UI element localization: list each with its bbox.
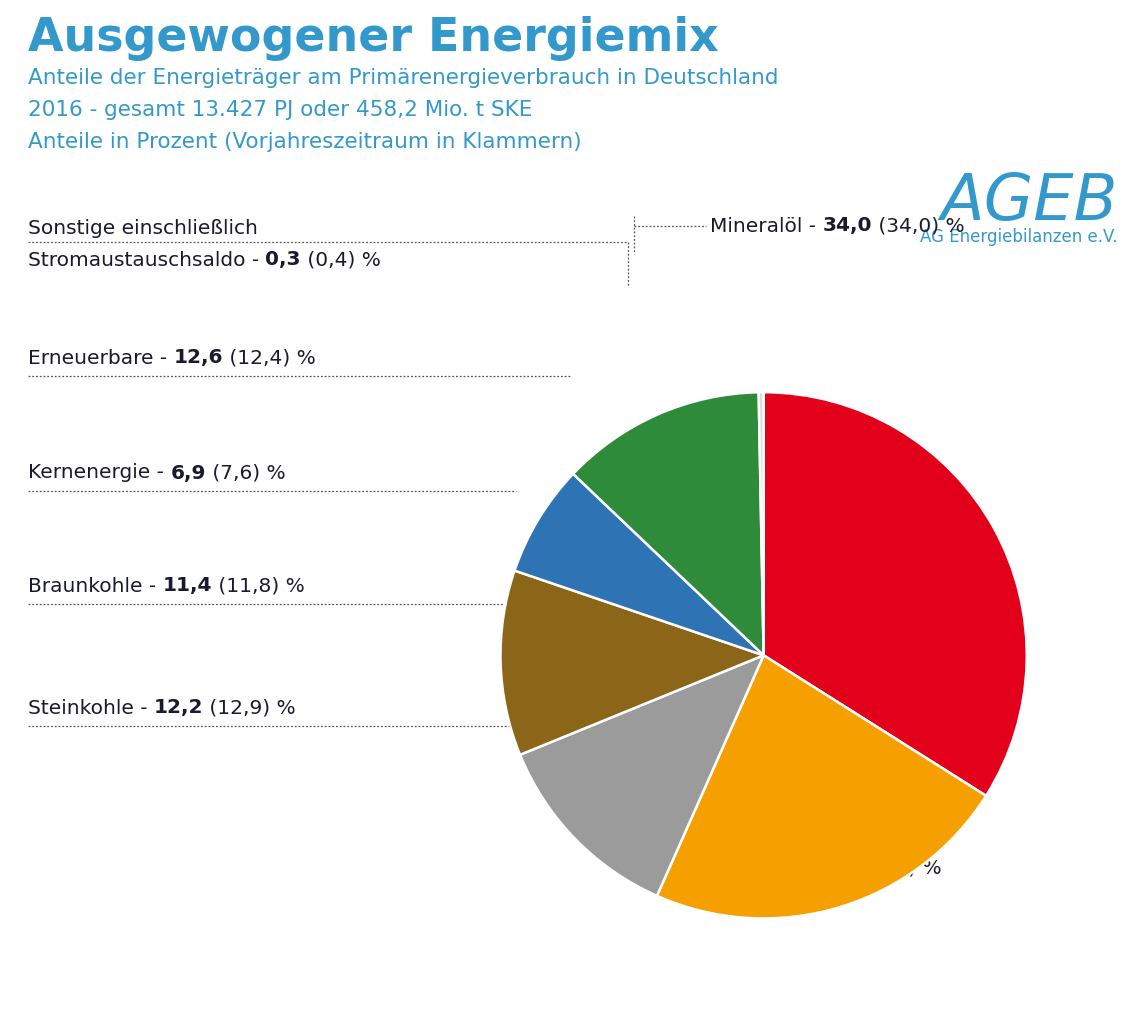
- Wedge shape: [763, 392, 1026, 796]
- Text: AG Energiebilanzen e.V.: AG Energiebilanzen e.V.: [921, 228, 1118, 246]
- Text: Anteile in Prozent (Vorjahreszeitraum in Klammern): Anteile in Prozent (Vorjahreszeitraum in…: [27, 132, 581, 152]
- Text: Sonstige einschließlich: Sonstige einschließlich: [27, 218, 257, 238]
- Text: (0,4) %: (0,4) %: [301, 251, 381, 269]
- Text: AGEB: AGEB: [940, 171, 1118, 233]
- Text: Steinkohle -: Steinkohle -: [27, 699, 154, 717]
- Text: 2016 - gesamt 13.427 PJ oder 458,2 Mio. t SKE: 2016 - gesamt 13.427 PJ oder 458,2 Mio. …: [27, 100, 532, 120]
- Wedge shape: [501, 571, 764, 755]
- Text: 6,9: 6,9: [170, 463, 206, 483]
- Text: (7,6) %: (7,6) %: [206, 463, 285, 483]
- Text: Mineralöl -: Mineralöl -: [710, 216, 823, 236]
- Wedge shape: [657, 655, 986, 918]
- Text: (11,8) %: (11,8) %: [212, 576, 304, 595]
- Wedge shape: [573, 392, 764, 655]
- Text: 11,4: 11,4: [162, 576, 212, 595]
- Text: Braunkohle -: Braunkohle -: [27, 576, 162, 595]
- Wedge shape: [758, 392, 764, 655]
- Text: Ausgewogener Energiemix: Ausgewogener Energiemix: [27, 16, 718, 61]
- Text: 22,7: 22,7: [800, 859, 849, 878]
- Text: Erneuerbare -: Erneuerbare -: [27, 348, 174, 368]
- Text: Anteile der Energieträger am Primärenergieverbrauch in Deutschland: Anteile der Energieträger am Primärenerg…: [27, 68, 779, 88]
- Text: Stromaustauschsaldo -: Stromaustauschsaldo -: [27, 251, 265, 269]
- Text: Erdgas -: Erdgas -: [710, 859, 800, 878]
- Text: (20,9) %: (20,9) %: [849, 859, 942, 878]
- Text: 12,2: 12,2: [154, 699, 204, 717]
- Wedge shape: [515, 473, 764, 655]
- Text: (12,4) %: (12,4) %: [223, 348, 316, 368]
- Text: Kernenergie -: Kernenergie -: [27, 463, 170, 483]
- Text: 0,3: 0,3: [265, 251, 301, 269]
- Text: 12,6: 12,6: [174, 348, 223, 368]
- Wedge shape: [521, 655, 764, 896]
- Text: 34,0: 34,0: [823, 216, 872, 236]
- Text: (34,0) %: (34,0) %: [872, 216, 964, 236]
- Text: (12,9) %: (12,9) %: [204, 699, 296, 717]
